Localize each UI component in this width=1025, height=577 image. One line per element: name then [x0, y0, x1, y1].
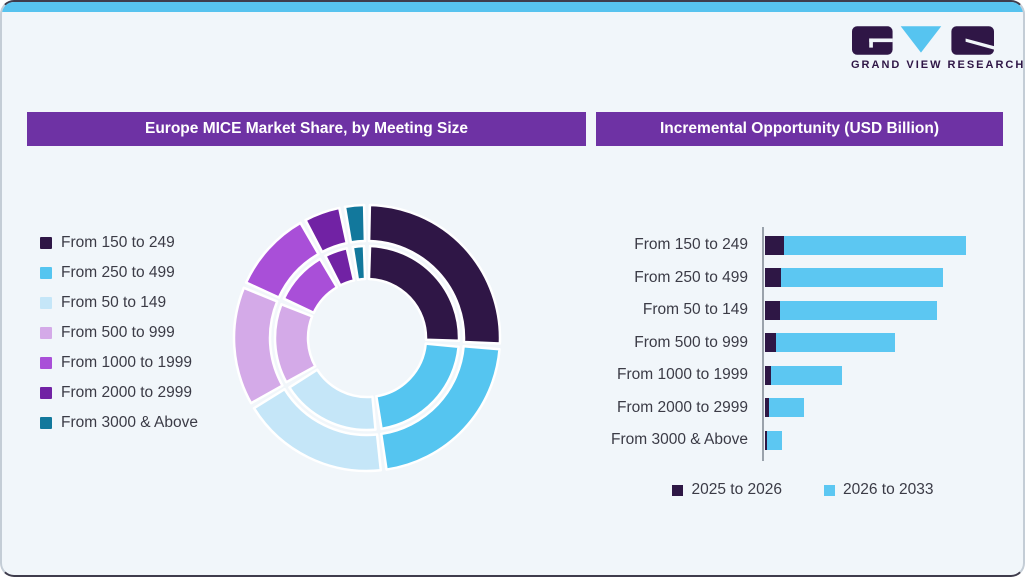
legend-label: From 3000 & Above: [61, 414, 198, 431]
legend-swatch: [40, 327, 52, 339]
bar-row: From 250 to 499: [600, 262, 1010, 295]
donut-chart-title: Europe MICE Market Share, by Meeting Siz…: [27, 112, 586, 146]
donut-chart: [232, 203, 502, 473]
donut-segment-5: [304, 206, 349, 254]
legend-item: From 3000 & Above: [40, 408, 198, 438]
donut-segment-3: [232, 286, 284, 405]
bar-segment-2025-to-2026: [765, 333, 777, 353]
bar-label: From 3000 & Above: [611, 431, 748, 449]
bar-row: From 500 to 999: [600, 327, 1010, 360]
bar-label: From 50 to 149: [642, 301, 748, 319]
donut-segment-5: [324, 246, 356, 287]
donut-segment-0: [367, 244, 461, 342]
bar-segment-2025-to-2026: [765, 430, 767, 450]
bar-track: [765, 365, 843, 385]
donut-segment-6: [343, 203, 367, 244]
bar-row: From 50 to 149: [600, 294, 1010, 327]
bar-segment-2026-to-2033: [769, 398, 805, 418]
legend-swatch: [40, 357, 52, 369]
donut-segment-0: [367, 203, 502, 345]
bar-segment-2026-to-2033: [766, 430, 782, 450]
legend-label: From 1000 to 1999: [61, 354, 192, 371]
donut-legend: From 150 to 249 From 250 to 499 From 50 to…: [40, 228, 198, 438]
bar-segment-2026-to-2033: [776, 333, 895, 353]
brand-name: GRAND VIEW RESEARCH: [851, 59, 1025, 71]
bar-segment-2026-to-2033: [771, 365, 843, 385]
donut-segment-3: [273, 303, 317, 384]
gvr-logo-icon: [852, 26, 994, 55]
legend-swatch: [40, 267, 52, 279]
top-accent-strip: [2, 2, 1023, 12]
bar-legend-label: 2026 to 2033: [843, 481, 934, 498]
bar-legend-item: 2025 to 2026: [672, 481, 782, 499]
bar-segment-2026-to-2033: [784, 235, 966, 255]
bar-chart-axis: [762, 227, 764, 461]
legend-label: From 2000 to 2999: [61, 384, 192, 401]
donut-segment-4: [282, 257, 339, 315]
bar-label: From 2000 to 2999: [617, 398, 748, 416]
bar-label: From 500 to 999: [634, 333, 748, 351]
legend-item: From 1000 to 1999: [40, 348, 198, 378]
bar-segment-2025-to-2026: [765, 268, 782, 288]
bar-track: [765, 300, 937, 320]
bar-segment-2025-to-2026: [765, 300, 781, 320]
legend-label: From 500 to 999: [61, 324, 175, 341]
donut-segment-2: [252, 387, 383, 473]
bar-legend-swatch: [824, 484, 835, 496]
brand-logo: GRAND VIEW RESEARCH: [851, 26, 1025, 71]
bar-track: [765, 333, 895, 353]
legend-item: From 500 to 999: [40, 318, 198, 348]
donut-segment-6: [351, 244, 367, 281]
legend-label: From 50 to 149: [61, 294, 167, 311]
bar-track: [765, 235, 966, 255]
legend-swatch: [40, 417, 52, 429]
legend-swatch: [40, 297, 52, 309]
legend-item: From 150 to 249: [40, 228, 198, 258]
bar-label: From 1000 to 1999: [617, 366, 748, 384]
bar-legend-swatch: [672, 484, 684, 496]
bar-legend-item: 2026 to 2033: [824, 481, 934, 499]
bar-row: From 3000 & Above: [600, 424, 1010, 457]
legend-swatch: [40, 237, 52, 249]
legend-item: From 250 to 499: [40, 258, 198, 288]
bar-label: From 150 to 249: [634, 236, 748, 254]
bar-segment-2025-to-2026: [765, 365, 772, 385]
legend-label: From 150 to 249: [61, 234, 175, 251]
bar-row: From 150 to 249: [600, 229, 1010, 262]
bar-chart-title: Incremental Opportunity (USD Billion): [596, 112, 1003, 146]
bar-segment-2025-to-2026: [765, 398, 770, 418]
donut-segment-4: [244, 221, 320, 299]
bar-track: [765, 268, 943, 288]
legend-label: From 250 to 499: [61, 264, 175, 281]
legend-item: From 2000 to 2999: [40, 378, 198, 408]
donut-segment-2: [288, 368, 377, 432]
bar-segment-2026-to-2033: [780, 300, 937, 320]
bar-legend-label: 2025 to 2026: [691, 481, 782, 498]
donut-segment-1: [375, 342, 460, 431]
bar-track: [765, 398, 805, 418]
legend-swatch: [40, 387, 52, 399]
bar-row: From 1000 to 1999: [600, 359, 1010, 392]
bar-chart-rows: From 150 to 249 From 250 to 499 From 50 to…: [600, 227, 1010, 461]
bar-segment-2026-to-2033: [781, 268, 943, 288]
bar-segment-2025-to-2026: [765, 235, 785, 255]
bar-row: From 2000 to 2999: [600, 392, 1010, 425]
donut-segment-1: [379, 344, 501, 471]
bar-chart-legend: 2025 to 2026 2026 to 2033: [600, 481, 1006, 499]
bar-track: [765, 430, 782, 450]
bar-label: From 250 to 499: [634, 268, 748, 286]
legend-item: From 50 to 149: [40, 288, 198, 318]
